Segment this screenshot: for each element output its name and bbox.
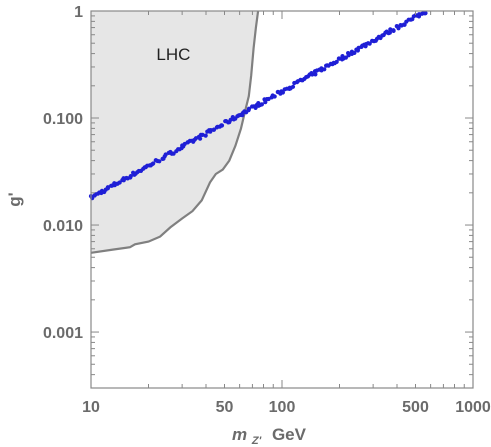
data-point: [105, 186, 110, 191]
data-point: [310, 72, 315, 77]
data-point: [334, 59, 339, 64]
data-point: [246, 106, 252, 111]
data-point: [203, 133, 208, 138]
x-tick-label: 50: [216, 399, 234, 416]
data-point: [423, 11, 428, 16]
data-point: [322, 67, 327, 72]
data-point: [343, 55, 348, 60]
data-point: [346, 53, 351, 58]
data-point: [280, 90, 285, 95]
data-point: [163, 152, 168, 157]
data-point: [171, 151, 176, 156]
data-point: [259, 102, 264, 107]
lhc-excluded-region: [91, 11, 259, 253]
x-axis-label-symbol: m: [232, 425, 247, 444]
x-axis-label-unit: GeV: [272, 425, 307, 444]
x-tick-label: 1000: [455, 399, 491, 416]
y-tick-label: 0.010: [43, 218, 83, 235]
data-point: [391, 28, 396, 33]
data-point: [313, 72, 318, 77]
y-axis-label: g': [5, 192, 24, 206]
data-point: [151, 161, 156, 166]
data-point: [402, 22, 407, 27]
y-tick-label: 0.100: [43, 111, 83, 128]
data-point: [290, 84, 296, 89]
data-point: [211, 127, 217, 132]
data-point: [272, 94, 277, 99]
data-point: [198, 136, 203, 141]
data-point: [367, 41, 372, 46]
data-point: [117, 180, 122, 185]
x-tick-label: 100: [269, 399, 296, 416]
data-point: [396, 26, 401, 31]
x-axis-label: m Z' GeV: [232, 425, 307, 447]
data-point: [352, 50, 357, 56]
data-point: [219, 123, 225, 128]
y-tick-label: 1: [74, 4, 83, 21]
region-label: LHC: [156, 45, 190, 64]
x-tick-label: 10: [82, 399, 100, 416]
y-tick-label: 0.001: [43, 325, 83, 342]
data-point: [157, 159, 162, 164]
data-point: [128, 174, 133, 179]
x-tick-label: 500: [402, 399, 429, 416]
data-point: [387, 30, 392, 35]
lhc-boundary-line: [90, 10, 260, 254]
x-axis-label-subscript: Z': [251, 435, 262, 447]
data-point: [266, 96, 271, 102]
